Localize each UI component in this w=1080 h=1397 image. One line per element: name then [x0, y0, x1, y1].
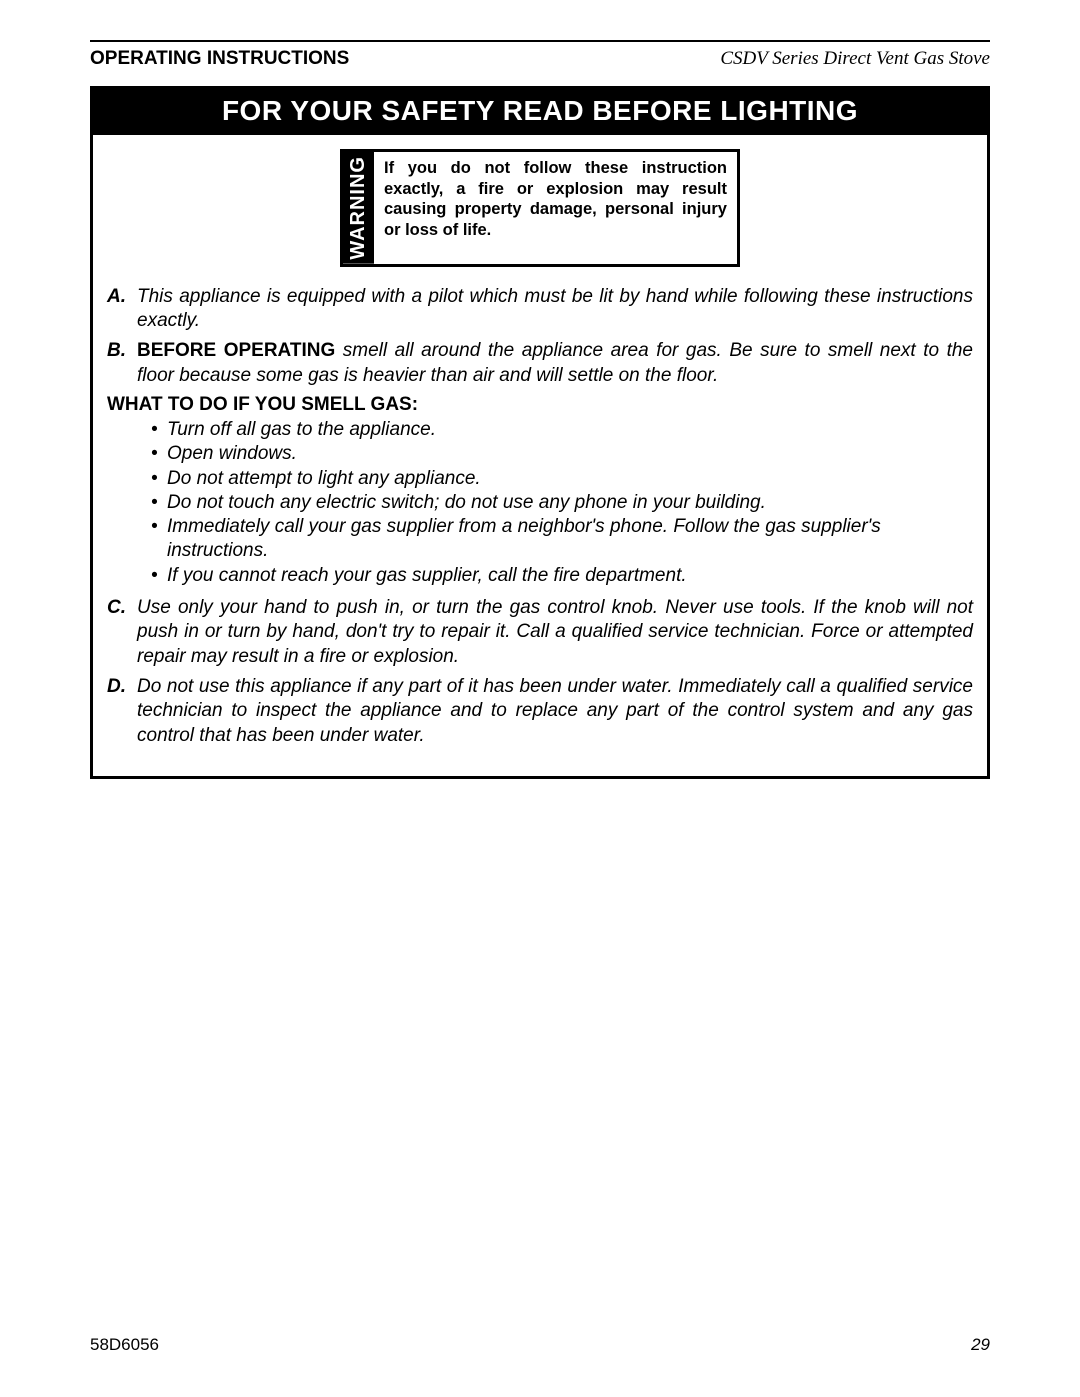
item-marker: A. — [107, 285, 137, 334]
list-item: •Do not touch any electric switch; do no… — [151, 491, 973, 515]
list-text: If you cannot reach your gas supplier, c… — [167, 564, 973, 588]
list-text: Do not touch any electric switch; do not… — [167, 491, 973, 515]
smell-gas-list: •Turn off all gas to the appliance. •Ope… — [107, 418, 973, 588]
instruction-item-a: A. This appliance is equipped with a pil… — [107, 285, 973, 334]
header-rule — [90, 40, 990, 42]
section-title: OPERATING INSTRUCTIONS — [90, 48, 349, 70]
list-text: Do not attempt to light any appliance. — [167, 467, 973, 491]
bullet-icon: • — [151, 442, 167, 466]
list-text: Immediately call your gas supplier from … — [167, 515, 973, 564]
warning-label: WARNING — [343, 152, 374, 264]
safety-title: FOR YOUR SAFETY READ BEFORE LIGHTING — [93, 89, 987, 135]
safety-panel: FOR YOUR SAFETY READ BEFORE LIGHTING WAR… — [90, 86, 990, 779]
manual-page: OPERATING INSTRUCTIONS CSDV Series Direc… — [0, 0, 1080, 1397]
item-text: Do not use this appliance if any part of… — [137, 675, 973, 748]
page-header: OPERATING INSTRUCTIONS CSDV Series Direc… — [90, 48, 990, 70]
safety-instruction-list: A. This appliance is equipped with a pil… — [93, 285, 987, 776]
product-title: CSDV Series Direct Vent Gas Stove — [720, 48, 990, 70]
page-number: 29 — [971, 1335, 990, 1355]
instruction-item-d: D. Do not use this appliance if any part… — [107, 675, 973, 748]
item-text: Use only your hand to push in, or turn t… — [137, 596, 973, 669]
bullet-icon: • — [151, 564, 167, 588]
page-footer: 58D6056 29 — [90, 1335, 990, 1355]
list-item: •Turn off all gas to the appliance. — [151, 418, 973, 442]
bullet-icon: • — [151, 515, 167, 564]
warning-callout: WARNING If you do not follow these instr… — [340, 149, 740, 267]
bullet-icon: • — [151, 418, 167, 442]
item-text: BEFORE OPERATING smell all around the ap… — [137, 339, 973, 388]
list-item: •Open windows. — [151, 442, 973, 466]
item-marker: D. — [107, 675, 137, 748]
instruction-item-c: C. Use only your hand to push in, or tur… — [107, 596, 973, 669]
smell-gas-heading: WHAT TO DO IF YOU SMELL GAS: — [107, 394, 973, 416]
warning-text: If you do not follow these instruction e… — [374, 152, 737, 264]
doc-number: 58D6056 — [90, 1335, 159, 1355]
list-item: •Immediately call your gas supplier from… — [151, 515, 973, 564]
item-text: This appliance is equipped with a pilot … — [137, 285, 973, 334]
instruction-item-b: B. BEFORE OPERATING smell all around the… — [107, 339, 973, 388]
list-text: Open windows. — [167, 442, 973, 466]
item-marker: B. — [107, 339, 137, 388]
list-item: •Do not attempt to light any appliance. — [151, 467, 973, 491]
list-text: Turn off all gas to the appliance. — [167, 418, 973, 442]
list-item: •If you cannot reach your gas supplier, … — [151, 564, 973, 588]
item-lead: BEFORE OPERATING — [137, 340, 335, 361]
bullet-icon: • — [151, 467, 167, 491]
item-marker: C. — [107, 596, 137, 669]
bullet-icon: • — [151, 491, 167, 515]
